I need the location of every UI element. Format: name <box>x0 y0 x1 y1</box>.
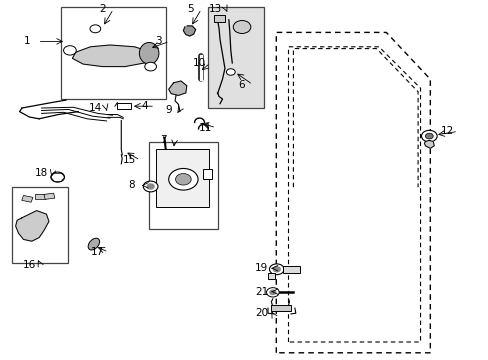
Bar <box>283 266 300 273</box>
Bar <box>270 305 291 311</box>
Circle shape <box>233 21 250 33</box>
Circle shape <box>226 69 235 75</box>
Polygon shape <box>16 211 49 241</box>
Polygon shape <box>168 81 186 95</box>
Bar <box>61 7 166 99</box>
Text: 11: 11 <box>198 123 212 133</box>
Text: 13: 13 <box>208 4 222 14</box>
Circle shape <box>269 264 284 275</box>
Bar <box>117 103 131 109</box>
Bar <box>214 15 224 22</box>
Circle shape <box>175 174 191 185</box>
Circle shape <box>51 172 64 182</box>
Circle shape <box>269 290 275 294</box>
Text: 19: 19 <box>254 263 268 273</box>
Circle shape <box>63 46 76 55</box>
Bar <box>268 273 275 279</box>
Text: 4: 4 <box>141 101 147 111</box>
Circle shape <box>425 133 432 139</box>
Circle shape <box>147 184 154 189</box>
Circle shape <box>168 168 198 190</box>
Text: 2: 2 <box>99 4 106 14</box>
Circle shape <box>266 288 279 297</box>
Ellipse shape <box>139 42 159 64</box>
Polygon shape <box>183 26 195 36</box>
Text: 1: 1 <box>23 36 30 46</box>
Circle shape <box>144 62 156 71</box>
Text: 21: 21 <box>254 287 268 297</box>
Text: 10: 10 <box>193 58 205 68</box>
Polygon shape <box>424 140 433 148</box>
Text: 17: 17 <box>91 247 104 257</box>
Text: 3: 3 <box>155 36 162 46</box>
Bar <box>203 169 211 179</box>
Bar <box>35 194 45 199</box>
Text: 12: 12 <box>440 126 453 136</box>
Text: 9: 9 <box>165 105 172 115</box>
Circle shape <box>273 267 280 272</box>
Bar <box>207 7 264 108</box>
Bar <box>12 187 68 263</box>
Text: 5: 5 <box>187 4 194 14</box>
Bar <box>44 193 55 199</box>
Text: 15: 15 <box>122 155 136 165</box>
Text: 6: 6 <box>238 80 245 90</box>
Text: 18: 18 <box>35 168 48 178</box>
Text: 7: 7 <box>160 135 167 145</box>
Text: 20: 20 <box>255 308 267 318</box>
Ellipse shape <box>88 238 100 250</box>
Circle shape <box>143 181 158 192</box>
Circle shape <box>90 25 101 33</box>
Bar <box>155 149 209 207</box>
Polygon shape <box>72 45 154 67</box>
Text: 14: 14 <box>88 103 102 113</box>
Text: 16: 16 <box>22 260 36 270</box>
Bar <box>21 195 33 202</box>
Text: 8: 8 <box>128 180 135 190</box>
Bar <box>149 142 217 229</box>
Circle shape <box>421 130 436 142</box>
